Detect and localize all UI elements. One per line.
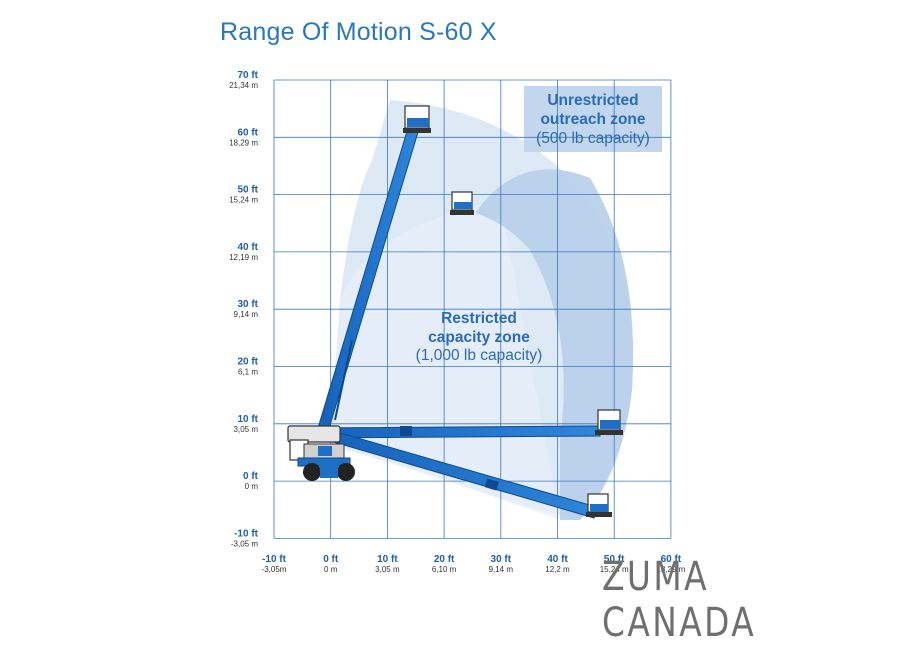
x-tick-label-ft: 60 ft (661, 554, 682, 565)
page-title: Range Of Motion S-60 X (220, 18, 497, 46)
y-tick-label-ft: 30 ft (237, 299, 258, 310)
x-axis-labels: -10 ft-3,05m 0 ft0 m 10 ft3,05 m 20 ft6,10 … (262, 554, 686, 574)
x-tick-label-ft: 50 ft (604, 554, 625, 565)
y-tick-label-m: 0 m (245, 482, 259, 491)
y-tick-label-m: 18,29 m (229, 138, 258, 147)
mid-platform (450, 191, 474, 215)
y-tick-label-ft: -10 ft (234, 528, 259, 539)
x-tick-label-m: 6,10 m (432, 565, 457, 574)
y-tick-label-ft: 70 ft (237, 70, 258, 81)
x-tick-label-m: 12,2 m (545, 565, 570, 574)
machine-chassis (287, 425, 355, 481)
restricted-zone-capacity: (1,000 lb capacity) (416, 347, 543, 364)
horizontal-boom (299, 409, 623, 439)
x-tick-label-m: 18,29 m (656, 565, 685, 574)
x-tick-label-m: -3,05m (262, 565, 287, 574)
unrestricted-zone-line1: Unrestricted (547, 92, 638, 109)
unrestricted-zone-capacity: (500 lb capacity) (536, 130, 650, 147)
y-tick-label-m: 21,34 m (229, 81, 258, 90)
y-tick-label-m: 15,24 m (229, 196, 258, 205)
y-tick-label-m: 6,1 m (238, 368, 258, 377)
y-tick-label-ft: 10 ft (237, 414, 258, 425)
x-tick-label-ft: 0 ft (323, 554, 339, 565)
x-tick-label-ft: 40 ft (547, 554, 568, 565)
watermark: ZUMA CANADA (602, 554, 757, 646)
y-tick-label-m: 12,19 m (229, 253, 258, 262)
y-tick-label-ft: 20 ft (237, 357, 258, 368)
restricted-zone-line2: capacity zone (428, 329, 530, 346)
y-tick-label-m: 3,05 m (234, 425, 259, 434)
lower-boom (318, 429, 612, 519)
x-tick-label-m: 3,05 m (375, 565, 400, 574)
y-tick-label-ft: 0 ft (243, 471, 259, 482)
x-tick-label-ft: 10 ft (377, 554, 398, 565)
y-tick-label-ft: 60 ft (237, 127, 258, 138)
unrestricted-label-box (524, 86, 662, 152)
restricted-zone-label: Restricted capacity zone (1,000 lb capac… (416, 310, 543, 364)
x-tick-label-ft: 30 ft (491, 554, 512, 565)
y-tick-label-ft: 40 ft (237, 242, 258, 253)
restricted-zone-line1: Restricted (441, 310, 517, 327)
unrestricted-zone-label: Unrestricted outreach zone (500 lb capac… (536, 92, 650, 147)
x-tick-label-m: 15,24 m (600, 565, 629, 574)
x-tick-label-ft: -10 ft (262, 554, 287, 565)
unrestricted-zone-line2: outreach zone (540, 111, 645, 128)
x-tick-label-m: 9,14 m (489, 565, 514, 574)
y-tick-label-m: 9,14 m (234, 310, 259, 319)
x-tick-label-ft: 20 ft (434, 554, 455, 565)
y-tick-label-ft: 50 ft (237, 185, 258, 196)
y-tick-label-m: -3,05 m (231, 539, 258, 548)
x-tick-label-m: 0 m (324, 565, 338, 574)
